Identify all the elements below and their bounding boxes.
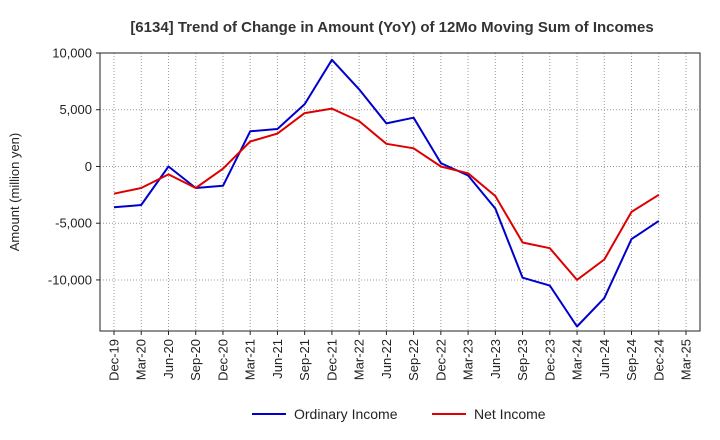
series-line-ordinary-income (113, 58, 660, 328)
x-tick-label: Dec-24 (651, 339, 666, 381)
x-tick-label: Dec-21 (324, 339, 339, 381)
x-tick-label: Jun-24 (597, 339, 612, 379)
x-tick-label: Jun-22 (379, 339, 394, 379)
y-axis: 10,000 5,000 0 -5,000 -10,000 (48, 46, 100, 287)
x-tick-label: Mar-22 (352, 339, 367, 380)
plot-area (99, 52, 701, 332)
x-tick-label: Sep-23 (515, 339, 530, 381)
x-tick-label: Sep-20 (188, 339, 203, 381)
series-group (113, 58, 660, 328)
y-axis-label: Amount (million yen) (7, 133, 22, 252)
x-tick-label: Jun-23 (488, 339, 503, 379)
x-tick-label: Jun-20 (161, 339, 176, 379)
x-tick-label: Dec-19 (107, 339, 122, 381)
y-tick-label: 5,000 (59, 102, 92, 117)
x-tick-label: Sep-21 (297, 339, 312, 381)
y-tick-label: 10,000 (52, 46, 92, 61)
y-tick-label: -10,000 (48, 272, 92, 287)
y-tick-label: -5,000 (55, 216, 92, 231)
x-tick-label: Jun-21 (270, 339, 285, 379)
x-tick-label: Mar-20 (134, 339, 149, 380)
x-tick-label: Mar-23 (461, 339, 476, 380)
x-tick-label: Mar-21 (243, 339, 258, 380)
x-tick-label: Mar-25 (679, 339, 694, 380)
x-tick-label: Sep-22 (406, 339, 421, 381)
gridlines (100, 52, 700, 331)
legend-label-ordinary-income: Ordinary Income (294, 406, 398, 422)
y-tick-label: 0 (85, 159, 92, 174)
chart-title: [6134] Trend of Change in Amount (YoY) o… (130, 19, 653, 36)
x-axis: Dec-19 Mar-20 Jun-20 Sep-20 Dec-20 Mar-21 Jun-… (107, 331, 694, 381)
legend: Ordinary Income Net Income (252, 406, 546, 422)
x-tick-label: Dec-22 (433, 339, 448, 381)
x-tick-label: Dec-23 (542, 339, 557, 381)
x-tick-label: Dec-20 (215, 339, 230, 381)
x-tick-label: Mar-24 (570, 339, 585, 380)
legend-label-net-income: Net Income (474, 406, 546, 422)
x-tick-label: Sep-24 (624, 339, 639, 381)
